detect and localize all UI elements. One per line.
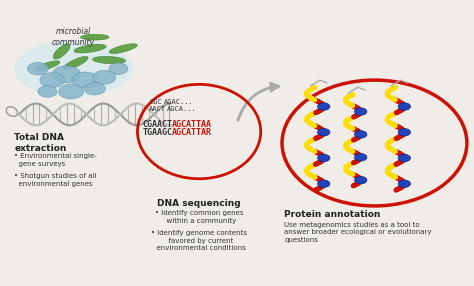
Circle shape [355, 176, 367, 184]
Circle shape [398, 154, 410, 162]
Circle shape [355, 154, 367, 161]
Ellipse shape [14, 40, 133, 97]
Circle shape [40, 73, 64, 88]
Text: AGCATTAA: AGCATTAA [172, 120, 211, 129]
Circle shape [84, 82, 105, 95]
Circle shape [52, 66, 81, 83]
Circle shape [318, 103, 330, 110]
Text: • Shotgun studies of all
  environmental genes: • Shotgun studies of all environmental g… [14, 173, 97, 186]
Text: TGAAGC: TGAAGC [142, 128, 172, 138]
Text: Total DNA
extraction: Total DNA extraction [14, 133, 66, 153]
Circle shape [93, 70, 116, 84]
Text: CGC: CGC [149, 99, 162, 104]
Circle shape [355, 108, 367, 115]
Text: AGCA...: AGCA... [167, 106, 197, 112]
Ellipse shape [53, 44, 70, 59]
Circle shape [72, 72, 99, 88]
Text: • Environmental single-
  gene surveys: • Environmental single- gene surveys [14, 153, 97, 166]
Circle shape [59, 84, 83, 99]
Ellipse shape [109, 44, 137, 53]
Circle shape [355, 131, 367, 138]
Text: Protein annotation: Protein annotation [284, 210, 381, 219]
Ellipse shape [64, 56, 88, 69]
Ellipse shape [35, 61, 60, 71]
Circle shape [398, 103, 410, 110]
Text: AACT: AACT [149, 106, 166, 112]
Circle shape [398, 180, 410, 188]
Circle shape [318, 154, 330, 162]
Text: CGAACT: CGAACT [142, 120, 172, 129]
Text: AGCATTAR: AGCATTAR [172, 128, 211, 138]
Circle shape [318, 129, 330, 136]
Circle shape [109, 63, 128, 74]
Text: • Identify common genes
  within a community: • Identify common genes within a communi… [155, 210, 243, 224]
Ellipse shape [92, 56, 126, 64]
Ellipse shape [74, 44, 106, 53]
Text: DNA sequencing: DNA sequencing [157, 199, 241, 208]
Circle shape [27, 62, 48, 75]
Text: AGAC...: AGAC... [164, 99, 193, 104]
Ellipse shape [81, 34, 109, 40]
Text: Use metagenomics studies as a tool to
answer broader ecological or evolutionary
: Use metagenomics studies as a tool to an… [284, 222, 432, 243]
Circle shape [38, 86, 57, 97]
Circle shape [318, 180, 330, 188]
Text: • Identify genome contents
  favored by current
  environmental conditions: • Identify genome contents favored by cu… [151, 230, 247, 251]
Circle shape [398, 129, 410, 136]
Text: microbial
community: microbial community [52, 27, 95, 47]
